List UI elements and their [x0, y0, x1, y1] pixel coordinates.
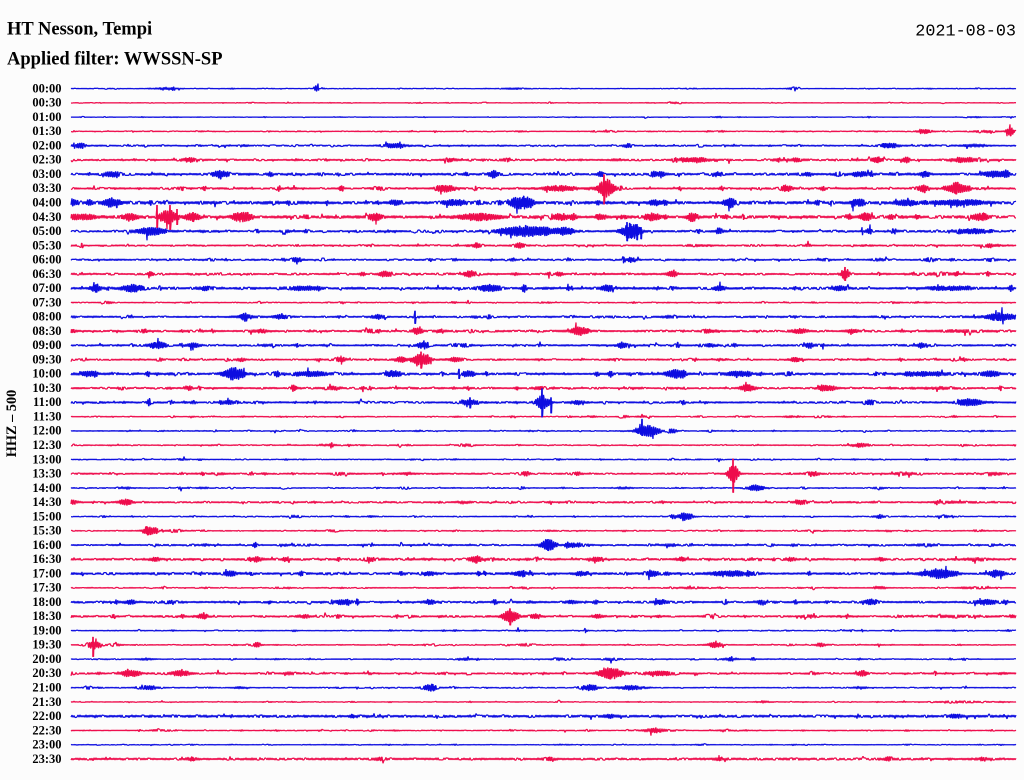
svg-text:21:00: 21:00	[32, 681, 61, 695]
svg-text:08:30: 08:30	[32, 324, 61, 338]
svg-text:11:30: 11:30	[33, 410, 61, 424]
svg-text:15:30: 15:30	[32, 524, 61, 538]
svg-text:HT Nesson, Tempi: HT Nesson, Tempi	[7, 20, 152, 40]
svg-text:14:00: 14:00	[32, 481, 61, 495]
svg-text:04:00: 04:00	[32, 196, 61, 210]
svg-text:10:30: 10:30	[32, 381, 61, 395]
svg-text:22:00: 22:00	[32, 709, 61, 723]
svg-text:19:30: 19:30	[32, 638, 61, 652]
svg-text:23:30: 23:30	[32, 752, 61, 766]
svg-text:Applied filter: WWSSN-SP: Applied filter: WWSSN-SP	[7, 50, 223, 70]
svg-text:11:00: 11:00	[33, 395, 61, 409]
svg-text:16:00: 16:00	[32, 538, 61, 552]
svg-text:02:00: 02:00	[32, 139, 61, 153]
svg-text:00:00: 00:00	[32, 81, 61, 95]
svg-text:18:30: 18:30	[32, 609, 61, 623]
svg-text:20:00: 20:00	[32, 652, 61, 666]
svg-text:13:00: 13:00	[32, 452, 61, 466]
svg-text:03:30: 03:30	[32, 181, 61, 195]
svg-text:13:30: 13:30	[32, 467, 61, 481]
svg-text:02:30: 02:30	[32, 153, 61, 167]
svg-text:20:30: 20:30	[32, 666, 61, 680]
svg-text:01:00: 01:00	[32, 110, 61, 124]
svg-text:16:30: 16:30	[32, 552, 61, 566]
svg-text:06:00: 06:00	[32, 253, 61, 267]
svg-text:07:00: 07:00	[32, 281, 61, 295]
svg-text:06:30: 06:30	[32, 267, 61, 281]
svg-text:10:00: 10:00	[32, 367, 61, 381]
svg-text:00:30: 00:30	[32, 96, 61, 110]
svg-text:17:30: 17:30	[32, 581, 61, 595]
svg-text:23:00: 23:00	[32, 738, 61, 752]
svg-text:21:30: 21:30	[32, 695, 61, 709]
svg-text:22:30: 22:30	[32, 723, 61, 737]
svg-text:08:00: 08:00	[32, 310, 61, 324]
svg-text:05:00: 05:00	[32, 224, 61, 238]
svg-text:2021-08-03: 2021-08-03	[915, 23, 1016, 42]
svg-text:12:30: 12:30	[32, 438, 61, 452]
svg-text:07:30: 07:30	[32, 295, 61, 309]
svg-text:01:30: 01:30	[32, 124, 61, 138]
svg-text:17:00: 17:00	[32, 566, 61, 580]
svg-text:04:30: 04:30	[32, 210, 61, 224]
svg-text:HHZ – 500: HHZ – 500	[4, 390, 20, 458]
svg-text:03:00: 03:00	[32, 167, 61, 181]
svg-text:19:00: 19:00	[32, 623, 61, 637]
svg-text:05:30: 05:30	[32, 238, 61, 252]
svg-text:12:00: 12:00	[32, 424, 61, 438]
svg-text:09:00: 09:00	[32, 338, 61, 352]
svg-text:15:00: 15:00	[32, 509, 61, 523]
svg-text:18:00: 18:00	[32, 595, 61, 609]
svg-text:09:30: 09:30	[32, 352, 61, 366]
svg-text:14:30: 14:30	[32, 495, 61, 509]
